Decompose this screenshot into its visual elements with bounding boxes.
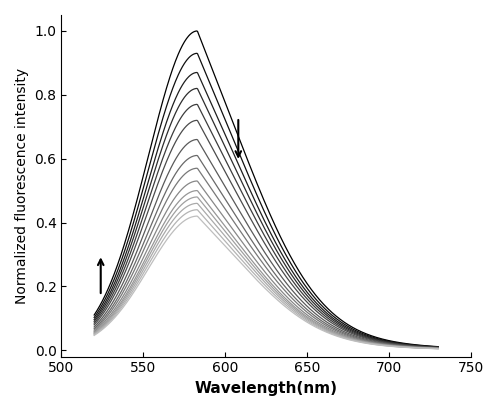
- X-axis label: Wavelength(nm): Wavelength(nm): [195, 381, 338, 396]
- Y-axis label: Normalized fluorescence intensity: Normalized fluorescence intensity: [15, 68, 29, 304]
